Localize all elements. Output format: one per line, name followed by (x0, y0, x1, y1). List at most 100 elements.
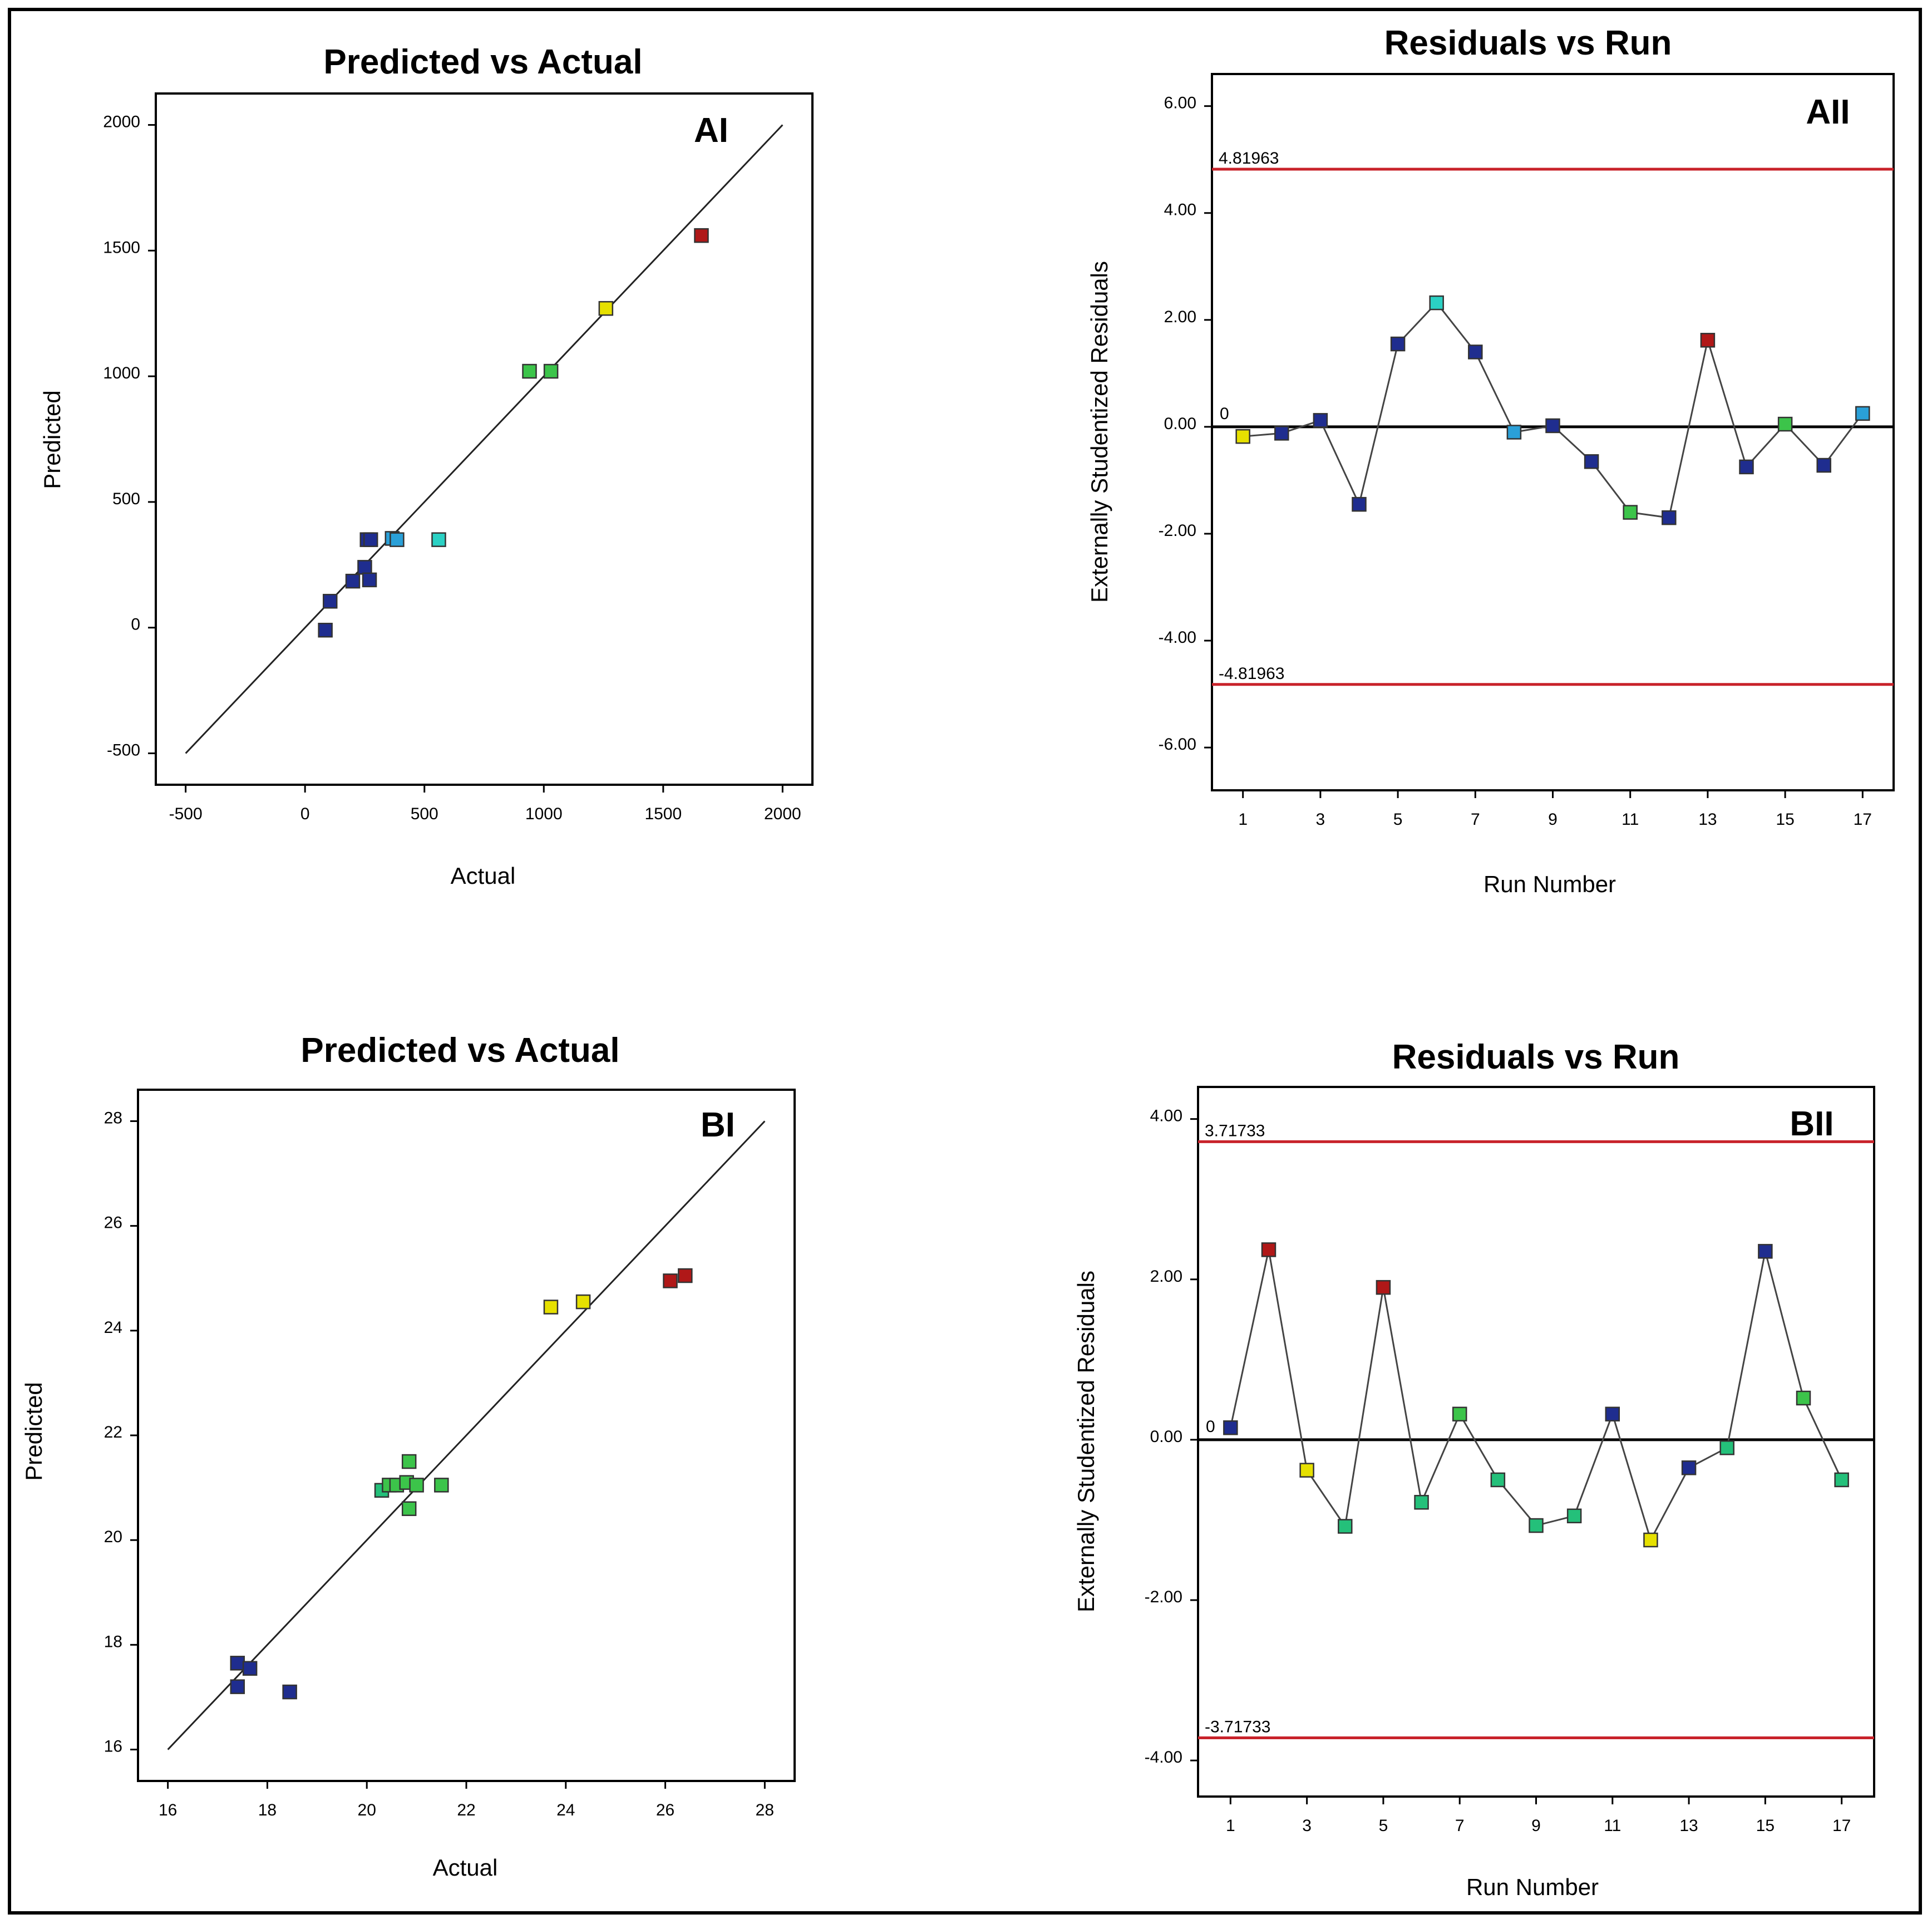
x-tick-label: 22 (457, 1801, 475, 1819)
data-point (431, 532, 446, 547)
data-point (1390, 336, 1406, 352)
data-point (1468, 345, 1483, 360)
data-point (401, 1454, 417, 1469)
data-point (1796, 1390, 1811, 1406)
x-tick-label: 26 (656, 1801, 674, 1819)
data-point (1338, 1519, 1353, 1534)
data-point (1490, 1472, 1506, 1488)
data-point (1506, 425, 1522, 440)
y-axis-label: Externally Studentized Residuals (1073, 1271, 1099, 1612)
y-tick-label: 0.00 (1150, 1428, 1182, 1446)
data-point (522, 363, 537, 379)
series-line (1229, 1249, 1843, 1542)
data-point (322, 594, 338, 609)
chart-bi: Predicted vs Actual BI 16 18 20 22 24 26 28 16 18 2… (21, 1031, 796, 1881)
data-point (1739, 459, 1754, 475)
data-point (1414, 1495, 1429, 1510)
reference-line (185, 124, 783, 754)
x-tick-label: 24 (556, 1801, 575, 1819)
y-tick-label: -500 (107, 741, 140, 760)
data-point (363, 532, 378, 547)
data-point (1834, 1472, 1849, 1488)
data-point (318, 622, 333, 638)
x-tick-label: -500 (169, 805, 203, 823)
data-point (230, 1679, 245, 1694)
data-point (401, 1501, 417, 1516)
panel-label: AII (1806, 93, 1850, 131)
x-tick-label: 15 (1756, 1817, 1775, 1835)
y-axis-label: Predicted (39, 390, 65, 489)
zero-label: 0 (1220, 405, 1229, 423)
x-tick-label: 17 (1854, 810, 1872, 829)
x-tick-label: 3 (1316, 810, 1325, 829)
y-tick-label: 4.00 (1164, 201, 1196, 219)
plot-area (155, 92, 814, 786)
reference-line (167, 1120, 766, 1750)
data-point (1261, 1242, 1276, 1257)
data-point (345, 573, 361, 589)
data-point (598, 301, 614, 316)
limit-label: -4.81963 (1219, 665, 1284, 683)
data-point (390, 532, 405, 547)
data-point (1816, 457, 1831, 473)
x-tick-label: 3 (1302, 1817, 1312, 1835)
x-axis-label: Run Number (1466, 1874, 1599, 1900)
x-tick-label: 11 (1604, 1817, 1621, 1835)
data-point (1777, 416, 1793, 432)
y-tick-label: 0 (131, 616, 140, 634)
x-tick-label: 0 (300, 805, 310, 823)
x-tick-label: 20 (358, 1801, 376, 1819)
x-tick-label: 28 (756, 1801, 774, 1819)
y-tick-label: 26 (104, 1214, 122, 1232)
panel-label: AI (694, 111, 728, 150)
data-point (1719, 1440, 1734, 1455)
data-point (1662, 510, 1677, 525)
x-tick-label: 15 (1776, 810, 1794, 829)
data-point (1545, 418, 1560, 434)
y-tick-label: 2.00 (1164, 308, 1196, 326)
data-point (1313, 413, 1328, 428)
data-point (1681, 1460, 1697, 1475)
chart-title: Residuals vs Run (1384, 24, 1672, 62)
x-tick-label: 1 (1226, 1817, 1235, 1835)
data-point (1566, 1508, 1582, 1524)
zero-label: 0 (1206, 1418, 1215, 1436)
x-tick-label: 5 (1379, 1817, 1388, 1835)
panel-label: BI (701, 1106, 735, 1144)
data-point (409, 1478, 424, 1493)
x-tick-label: 13 (1698, 810, 1717, 829)
y-tick-label: 1000 (103, 364, 140, 382)
data-point (1452, 1406, 1467, 1422)
limit-label: -3.71733 (1205, 1718, 1270, 1736)
chart-ai: Predicted vs Actual AI -500 0 500 1000 1500 200… (39, 43, 814, 889)
data-point (694, 228, 709, 243)
data-point (543, 1300, 559, 1315)
y-tick-label: 20 (104, 1528, 122, 1546)
x-tick-label: 1000 (525, 805, 563, 823)
data-point (1235, 429, 1250, 444)
data-point (678, 1268, 693, 1283)
data-point (1299, 1463, 1314, 1478)
x-tick-label: 13 (1679, 1817, 1698, 1835)
x-axis-label: Actual (433, 1854, 498, 1881)
y-tick-label: -4.00 (1159, 628, 1196, 647)
data-point (1643, 1532, 1658, 1548)
y-tick-label: 500 (112, 490, 140, 508)
y-tick-label: -2.00 (1145, 1588, 1182, 1606)
x-tick-label: 16 (159, 1801, 177, 1819)
x-tick-label: 17 (1832, 1817, 1851, 1835)
data-point (663, 1273, 678, 1288)
y-tick-label: 18 (104, 1632, 122, 1651)
x-tick-label: 1 (1238, 810, 1248, 829)
y-axis-label: Externally Studentized Residuals (1086, 261, 1112, 603)
data-point (575, 1294, 591, 1310)
data-point (1376, 1280, 1391, 1295)
limit-label: 4.81963 (1219, 149, 1279, 168)
x-tick-label: 1500 (644, 805, 682, 823)
figure-frame (8, 8, 1922, 1915)
x-tick-label: 11 (1621, 810, 1639, 829)
data-point (1223, 1420, 1238, 1435)
y-tick-label: 2.00 (1150, 1267, 1182, 1286)
data-point (242, 1661, 258, 1676)
